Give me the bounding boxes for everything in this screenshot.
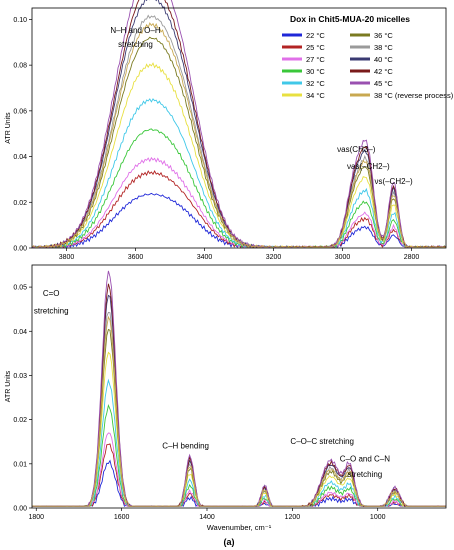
annotation: C–H bending: [162, 441, 209, 450]
legend-label: 38 °C (reverse process): [374, 91, 454, 100]
annotation: N–H and O–H: [110, 26, 160, 35]
legend: 22 °C 25 °C 27 °C 30 °C 32 °C 34 °C 36 °C 38 °C…: [282, 31, 454, 100]
annotation: C=O: [43, 289, 60, 298]
legend-label: 36 °C: [374, 31, 393, 40]
figure-label: (a): [224, 537, 235, 547]
y-tick-label: 0.01: [13, 461, 27, 468]
x-axis-label: Wavenumber, cm⁻¹: [207, 523, 272, 532]
annotation: νas(CH3–): [337, 145, 376, 154]
series-line: [32, 98, 446, 248]
series-line: [32, 128, 447, 249]
series-line: [32, 270, 446, 507]
y-tick-label: 0.04: [13, 154, 27, 161]
legend-label: 42 °C: [374, 67, 393, 76]
legend-label: 34 °C: [306, 91, 325, 100]
y-tick-label: 0.06: [13, 108, 27, 115]
x-tick-label: 3600: [128, 254, 144, 261]
series-line: [32, 283, 447, 507]
legend-label: 25 °C: [306, 43, 325, 52]
annotation: C–O and C–N: [340, 455, 390, 464]
legend-label: 38 °C: [374, 43, 393, 52]
x-tick-label: 1200: [285, 514, 301, 521]
annotation: C–O–C stretching: [290, 437, 354, 446]
x-tick-label: 3200: [266, 254, 282, 261]
annotation: νas(–CH2–): [347, 162, 390, 171]
annotation: stretching: [118, 40, 153, 49]
spectra-curves: [31, 0, 447, 249]
series-line: [32, 156, 446, 248]
y-axis-label: ATR Units: [5, 112, 12, 144]
y-axis-label: ATR Units: [5, 370, 12, 402]
x-tick-label: 1800: [28, 514, 44, 521]
y-tick-label: 0.03: [13, 373, 27, 380]
annotation: stretching: [34, 307, 69, 316]
chart-title: Dox in Chit5-MUA-20 micelles: [290, 14, 410, 24]
series-line: [32, 311, 446, 508]
y-tick-label: 0.08: [13, 63, 27, 70]
x-tick-label: 1000: [370, 514, 386, 521]
x-tick-label: 1600: [114, 514, 130, 521]
annotation: νs(–CH2–): [374, 177, 413, 186]
legend-label: 40 °C: [374, 55, 393, 64]
x-tick-label: 3800: [59, 254, 75, 261]
spectra-curves: [31, 270, 447, 508]
y-tick-label: 0.02: [13, 200, 27, 207]
series-line: [31, 62, 447, 249]
legend-label: 30 °C: [306, 67, 325, 76]
series-line: [31, 22, 446, 248]
series-line: [32, 294, 446, 507]
series-line: [31, 315, 446, 507]
series-line: [32, 328, 446, 507]
bottom-panel: 1800 1600 1400 1200 1000 0.00 0.01 0.02 0.03 0.04…: [5, 264, 447, 532]
legend-label: 22 °C: [306, 31, 325, 40]
y-tick-label: 0.00: [13, 246, 27, 253]
legend-label: 45 °C: [374, 79, 393, 88]
y-tick-label: 0.05: [13, 285, 27, 292]
top-panel: 3800 3600 3400 3200 3000 2800 0.00 0.02 0.04 0.06…: [5, 0, 454, 261]
y-tick-label: 0.00: [13, 506, 27, 513]
plot-frame: [31, 7, 447, 249]
legend-label: 27 °C: [306, 55, 325, 64]
y-tick-label: 0.02: [13, 417, 27, 424]
x-tick-label: 2800: [404, 254, 420, 261]
y-tick-label: 0.10: [13, 17, 27, 24]
x-tick-label: 3000: [335, 254, 351, 261]
legend-label: 32 °C: [306, 79, 325, 88]
x-tick-label: 1400: [199, 514, 215, 521]
x-tick-label: 3400: [197, 254, 213, 261]
plot-frame: [31, 264, 447, 509]
annotation: stretching: [348, 470, 383, 479]
y-tick-label: 0.04: [13, 329, 27, 336]
